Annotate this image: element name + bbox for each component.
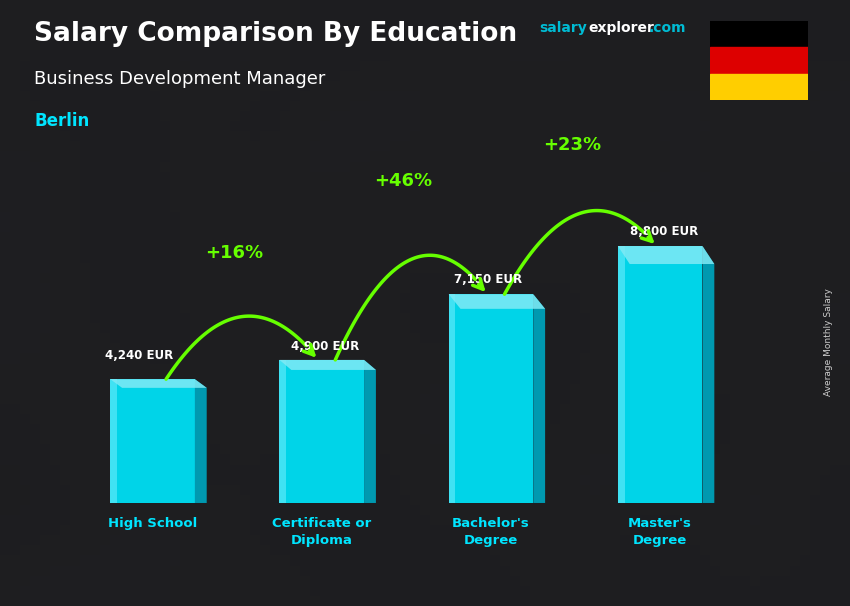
Text: Business Development Manager: Business Development Manager	[34, 70, 326, 88]
Bar	[710, 21, 808, 47]
Text: 4,900 EUR: 4,900 EUR	[292, 339, 360, 353]
Text: explorer: explorer	[588, 21, 654, 35]
Polygon shape	[110, 379, 117, 503]
Text: +23%: +23%	[543, 136, 601, 155]
Text: Berlin: Berlin	[34, 112, 89, 130]
Polygon shape	[110, 379, 195, 503]
Text: 8,800 EUR: 8,800 EUR	[630, 225, 698, 238]
Polygon shape	[110, 379, 207, 388]
Polygon shape	[195, 379, 207, 503]
Text: Average Monthly Salary: Average Monthly Salary	[824, 288, 833, 396]
Polygon shape	[280, 360, 364, 503]
Polygon shape	[618, 246, 625, 503]
Polygon shape	[702, 246, 714, 503]
Polygon shape	[533, 294, 545, 503]
Polygon shape	[618, 246, 702, 503]
Text: Salary Comparison By Education: Salary Comparison By Education	[34, 21, 517, 47]
Bar	[710, 47, 808, 74]
Polygon shape	[364, 360, 376, 503]
Bar	[710, 74, 808, 100]
Polygon shape	[280, 360, 286, 503]
Polygon shape	[449, 294, 533, 503]
Polygon shape	[618, 246, 714, 264]
Polygon shape	[449, 294, 456, 503]
Polygon shape	[280, 360, 376, 370]
Text: 4,240 EUR: 4,240 EUR	[105, 348, 173, 362]
Text: salary: salary	[540, 21, 587, 35]
Text: 7,150 EUR: 7,150 EUR	[454, 273, 522, 286]
Text: +46%: +46%	[374, 172, 432, 190]
Polygon shape	[449, 294, 545, 309]
Text: +16%: +16%	[205, 244, 263, 262]
Text: .com: .com	[649, 21, 686, 35]
